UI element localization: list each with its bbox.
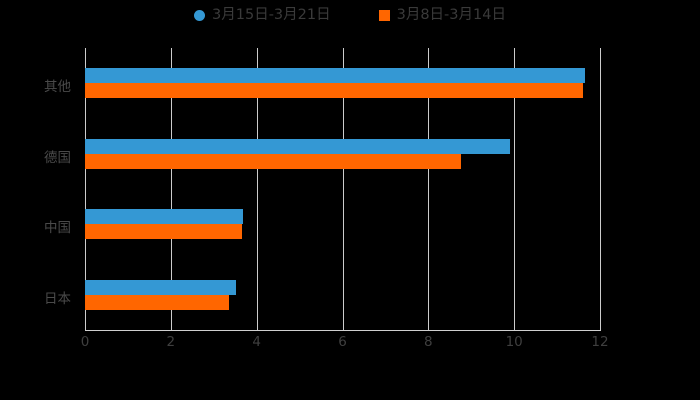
legend-item-series-1[interactable]: 3月8日-3月14日 [378,7,506,23]
bar-group-1 [85,138,600,169]
x-tick-label-1: 2 [166,334,176,350]
bar-3-series-0[interactable] [85,279,237,295]
bar-1-series-1[interactable] [85,153,461,169]
bar-group-3 [85,279,600,310]
x-axis-line [85,330,601,331]
chart-legend: 3月15日-3月21日 3月8日-3月14日 [0,8,700,23]
legend-label-series-0: 3月15日-3月21日 [212,7,331,23]
x-tick-label-0: 0 [80,334,90,350]
plot-area [85,48,601,330]
gridline-x-0 [85,48,86,330]
gridline-x-4 [428,48,430,330]
bar-2-series-1[interactable] [85,224,243,240]
bar-3-series-1[interactable] [85,294,229,310]
gridline-x-5 [514,48,516,330]
legend-item-series-0[interactable]: 3月15日-3月21日 [194,8,331,23]
bar-group-2 [85,209,600,240]
x-tick-label-3: 6 [338,334,347,350]
legend-marker-circle-icon [194,9,206,21]
bar-group-0 [85,68,600,99]
bar-2-series-0[interactable] [85,209,243,225]
x-tick-label-4: 8 [424,334,433,350]
legend-marker-square-icon [378,9,390,21]
x-tick-label-6: 12 [591,334,609,350]
gridline-x-2 [256,48,258,330]
bar-1-series-0[interactable] [85,138,510,154]
y-tick-label-1: 德国 [44,149,71,166]
bar-0-series-0[interactable] [85,68,585,84]
y-tick-label-2: 中国 [44,220,71,237]
x-tick-label-2: 4 [252,334,261,350]
legend-label-series-1: 3月8日-3月14日 [396,7,506,23]
gridline-x-6 [600,48,601,330]
x-tick-label-5: 10 [505,334,523,350]
y-tick-label-3: 日本 [44,290,71,307]
gridline-x-1 [170,48,172,330]
bar-0-series-1[interactable] [85,83,583,99]
gridline-x-3 [342,48,344,330]
y-tick-label-0: 其他 [44,79,71,96]
